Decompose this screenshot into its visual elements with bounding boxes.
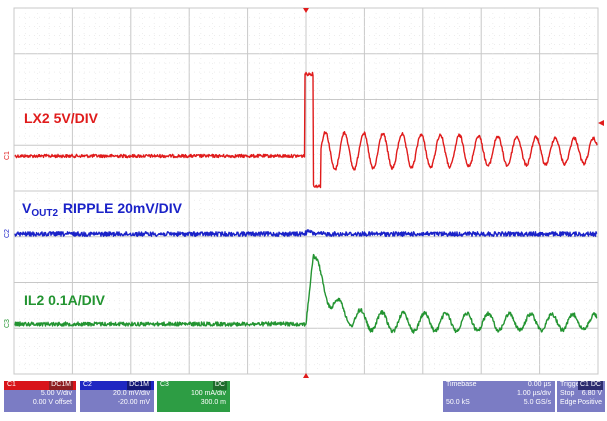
channel-2-name: C2 [83, 381, 92, 388]
channel-3-name: C3 [160, 381, 169, 388]
channel-2-offset: -20.00 mV [117, 398, 150, 406]
trigger-type: Edge [560, 398, 577, 406]
channel-2-scale: 20.0 mV/div [113, 390, 150, 397]
trigger-mode-row: Stop 6.80 V [557, 390, 605, 399]
timebase-delay: 0.00 µs [527, 381, 551, 388]
graticule [13, 7, 599, 375]
trigger-time-marker-top [303, 8, 309, 13]
trace-lx2 [14, 71, 598, 189]
lx2-trace-label: LX2 5V/DIV [24, 110, 98, 126]
channel-2-descriptor[interactable]: C2 DC1M 20.0 mV/div -20.00 mV [80, 381, 154, 412]
channel-1-ground-marker: C1 [4, 151, 11, 160]
channel-3-offset: 300.0 m [200, 398, 226, 406]
channel-2-coupling: DC1M [127, 381, 151, 390]
channel-2-header: C2 DC1M [80, 381, 154, 390]
timebase-header: Timebase 0.00 µs [443, 381, 555, 390]
trigger-mode: Stop [560, 390, 575, 397]
channel-2-ground-marker: C2 [4, 229, 11, 238]
vout2-ripple-trace-label: VOUT2 RIPPLE 20mV/DIV [22, 200, 182, 219]
il2-trace-label: IL2 0.1A/DIV [24, 292, 105, 308]
timebase-scale-row: 1.00 µs/div [443, 390, 555, 399]
trigger-coupling: C1 DC [577, 381, 603, 390]
vout-label-subscript: OUT2 [31, 208, 59, 219]
trace-vout2-ripple [14, 228, 598, 237]
channel-1-descriptor[interactable]: C1 DC1M 5.00 V/div 0.00 V offset [4, 381, 76, 412]
channel-1-header: C1 DC1M [4, 381, 76, 390]
channel-1-offset: 0.00 V offset [32, 398, 72, 406]
trigger-slope: Positive [577, 398, 602, 406]
channel-3-coupling: DC [212, 381, 227, 390]
timebase-samples: 50.0 kS [446, 398, 470, 406]
trigger-descriptor[interactable]: Trigger C1 DC Stop 6.80 V Edge Positive [557, 381, 605, 412]
channel-1-coupling: DC1M [49, 381, 73, 390]
vout-label-rest: RIPPLE 20mV/DIV [59, 200, 182, 216]
trigger-label: Trigger [560, 381, 582, 388]
trigger-level-marker [598, 120, 604, 126]
channel-3-header: C3 DC [157, 381, 230, 390]
trigger-type-row: Edge Positive [557, 399, 605, 408]
trigger-level: 6.80 V [581, 390, 602, 397]
marker-layer: C1 C2 C3 [4, 8, 604, 378]
trace-il2 [14, 253, 598, 334]
channel-3-ground-marker: C3 [4, 319, 11, 328]
channel-3-descriptor[interactable]: C3 DC 100 mA/div 300.0 m [157, 381, 230, 412]
channel-1-scale: 5.00 V/div [40, 390, 72, 397]
timebase-label: Timebase [446, 381, 477, 388]
trace-layer [14, 71, 598, 334]
trigger-time-marker-bottom [303, 373, 309, 378]
timebase-descriptor[interactable]: Timebase 0.00 µs 1.00 µs/div 50.0 kS 5.0… [443, 381, 555, 412]
channel-1-name: C1 [7, 381, 16, 388]
vout-label-main: V [22, 200, 32, 216]
timebase-sample-row: 50.0 kS 5.0 GS/s [443, 399, 555, 408]
channel-3-scale: 100 mA/div [190, 390, 226, 397]
timebase-rate: 5.0 GS/s [523, 398, 551, 406]
timebase-scale: 1.00 µs/div [517, 390, 551, 397]
trigger-header: Trigger C1 DC [557, 381, 605, 390]
